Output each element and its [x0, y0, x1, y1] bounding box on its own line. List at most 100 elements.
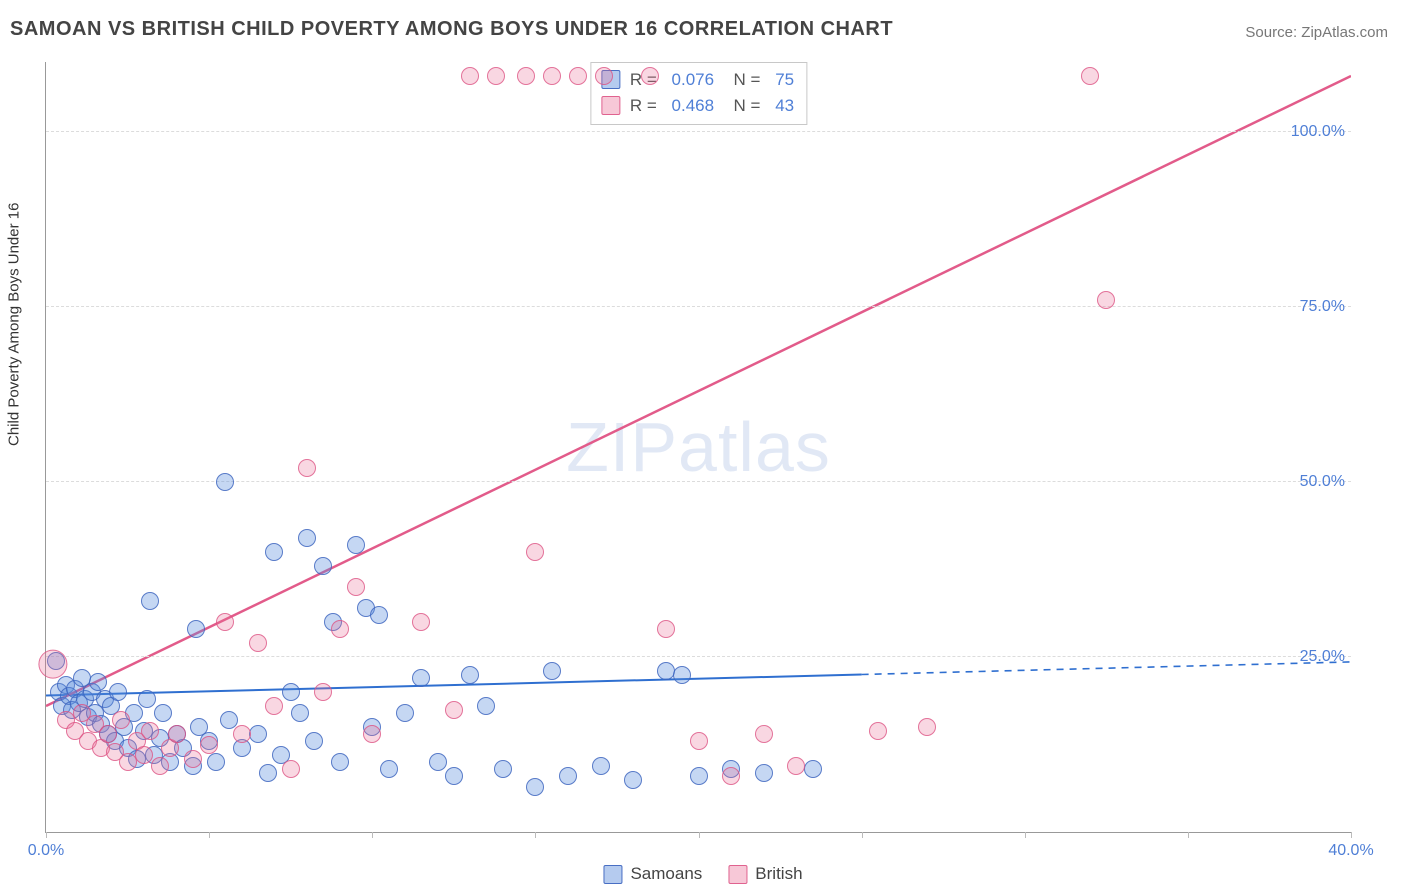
- stat-n-samoans: 75: [775, 67, 794, 93]
- data-point-british: [722, 767, 740, 785]
- source-prefix: Source:: [1245, 24, 1301, 41]
- data-point-british: [595, 67, 613, 85]
- data-point-british: [135, 746, 153, 764]
- legend-item-british[interactable]: British: [728, 864, 802, 884]
- data-point-british: [657, 620, 675, 638]
- data-point-samoans: [543, 662, 561, 680]
- watermark-bold: ZIP: [566, 408, 678, 486]
- chart-container: SAMOAN VS BRITISH CHILD POVERTY AMONG BO…: [0, 0, 1406, 892]
- data-point-british: [918, 718, 936, 736]
- tick-x: [46, 832, 47, 838]
- data-point-british: [543, 67, 561, 85]
- data-point-british: [755, 725, 773, 743]
- data-point-samoans: [154, 704, 172, 722]
- data-point-samoans: [259, 764, 277, 782]
- data-point-samoans: [89, 673, 107, 691]
- stat-r-label: R =: [630, 93, 662, 119]
- data-point-samoans: [412, 669, 430, 687]
- data-point-british: [184, 750, 202, 768]
- stats-legend: R = 0.076 N = 75 R = 0.468 N = 43: [590, 62, 807, 125]
- gridline-h: [46, 656, 1351, 657]
- data-point-british: [216, 613, 234, 631]
- data-point-british: [265, 697, 283, 715]
- data-point-samoans: [380, 760, 398, 778]
- data-point-samoans: [249, 725, 267, 743]
- data-point-samoans: [559, 767, 577, 785]
- x-tick-label: 40.0%: [1328, 842, 1373, 860]
- tick-x: [209, 832, 210, 838]
- tick-x: [862, 832, 863, 838]
- data-point-samoans: [265, 543, 283, 561]
- data-point-samoans: [592, 757, 610, 775]
- data-point-samoans: [282, 683, 300, 701]
- data-point-samoans: [477, 697, 495, 715]
- data-point-samoans: [461, 666, 479, 684]
- data-point-british: [641, 67, 659, 85]
- data-point-british: [200, 736, 218, 754]
- data-point-british: [690, 732, 708, 750]
- stat-n-label: N =: [724, 93, 765, 119]
- watermark: ZIPatlas: [566, 407, 831, 487]
- legend-item-samoans[interactable]: Samoans: [603, 864, 702, 884]
- x-tick-label: 0.0%: [28, 842, 64, 860]
- data-point-samoans: [673, 666, 691, 684]
- data-point-samoans: [207, 753, 225, 771]
- data-point-samoans: [298, 529, 316, 547]
- data-point-british: [38, 649, 67, 678]
- data-point-samoans: [331, 753, 349, 771]
- data-point-samoans: [138, 690, 156, 708]
- chart-title: SAMOAN VS BRITISH CHILD POVERTY AMONG BO…: [10, 18, 893, 41]
- data-point-samoans: [804, 760, 822, 778]
- tick-x: [699, 832, 700, 838]
- bottom-legend: Samoans British: [603, 864, 802, 884]
- source-link[interactable]: ZipAtlas.com: [1301, 24, 1388, 41]
- data-point-british: [151, 757, 169, 775]
- stat-r-samoans: 0.076: [672, 67, 715, 93]
- data-point-samoans: [396, 704, 414, 722]
- data-point-british: [517, 67, 535, 85]
- swatch-pink-icon: [601, 96, 620, 115]
- data-point-samoans: [109, 683, 127, 701]
- y-axis-title: Child Poverty Among Boys Under 16: [6, 203, 23, 446]
- data-point-british: [461, 67, 479, 85]
- data-point-samoans: [216, 473, 234, 491]
- data-point-samoans: [141, 592, 159, 610]
- data-point-british: [412, 613, 430, 631]
- data-point-samoans: [187, 620, 205, 638]
- y-tick-label: 25.0%: [1294, 648, 1345, 666]
- data-point-british: [1097, 291, 1115, 309]
- data-point-british: [168, 725, 186, 743]
- data-point-british: [869, 722, 887, 740]
- tick-x: [535, 832, 536, 838]
- tick-x: [1351, 832, 1352, 838]
- y-tick-label: 50.0%: [1294, 473, 1345, 491]
- data-point-samoans: [526, 778, 544, 796]
- data-point-samoans: [370, 606, 388, 624]
- y-tick-label: 100.0%: [1285, 123, 1345, 141]
- tick-x: [372, 832, 373, 838]
- stats-row-samoans: R = 0.076 N = 75: [601, 67, 794, 93]
- data-point-british: [282, 760, 300, 778]
- data-point-british: [99, 725, 117, 743]
- data-point-british: [1081, 67, 1099, 85]
- stats-row-british: R = 0.468 N = 43: [601, 93, 794, 119]
- data-point-british: [363, 725, 381, 743]
- stat-n-british: 43: [775, 93, 794, 119]
- data-point-samoans: [755, 764, 773, 782]
- tick-x: [1188, 832, 1189, 838]
- legend-label-samoans: Samoans: [630, 864, 702, 884]
- data-point-british: [298, 459, 316, 477]
- data-point-samoans: [690, 767, 708, 785]
- data-point-samoans: [429, 753, 447, 771]
- data-point-british: [526, 543, 544, 561]
- trend-lines: [46, 62, 1351, 832]
- watermark-thin: atlas: [678, 408, 831, 486]
- data-point-british: [119, 753, 137, 771]
- source-attribution: Source: ZipAtlas.com: [1245, 24, 1388, 41]
- data-point-samoans: [445, 767, 463, 785]
- swatch-blue-icon: [603, 865, 622, 884]
- data-point-samoans: [347, 536, 365, 554]
- data-point-samoans: [305, 732, 323, 750]
- data-point-samoans: [624, 771, 642, 789]
- gridline-h: [46, 481, 1351, 482]
